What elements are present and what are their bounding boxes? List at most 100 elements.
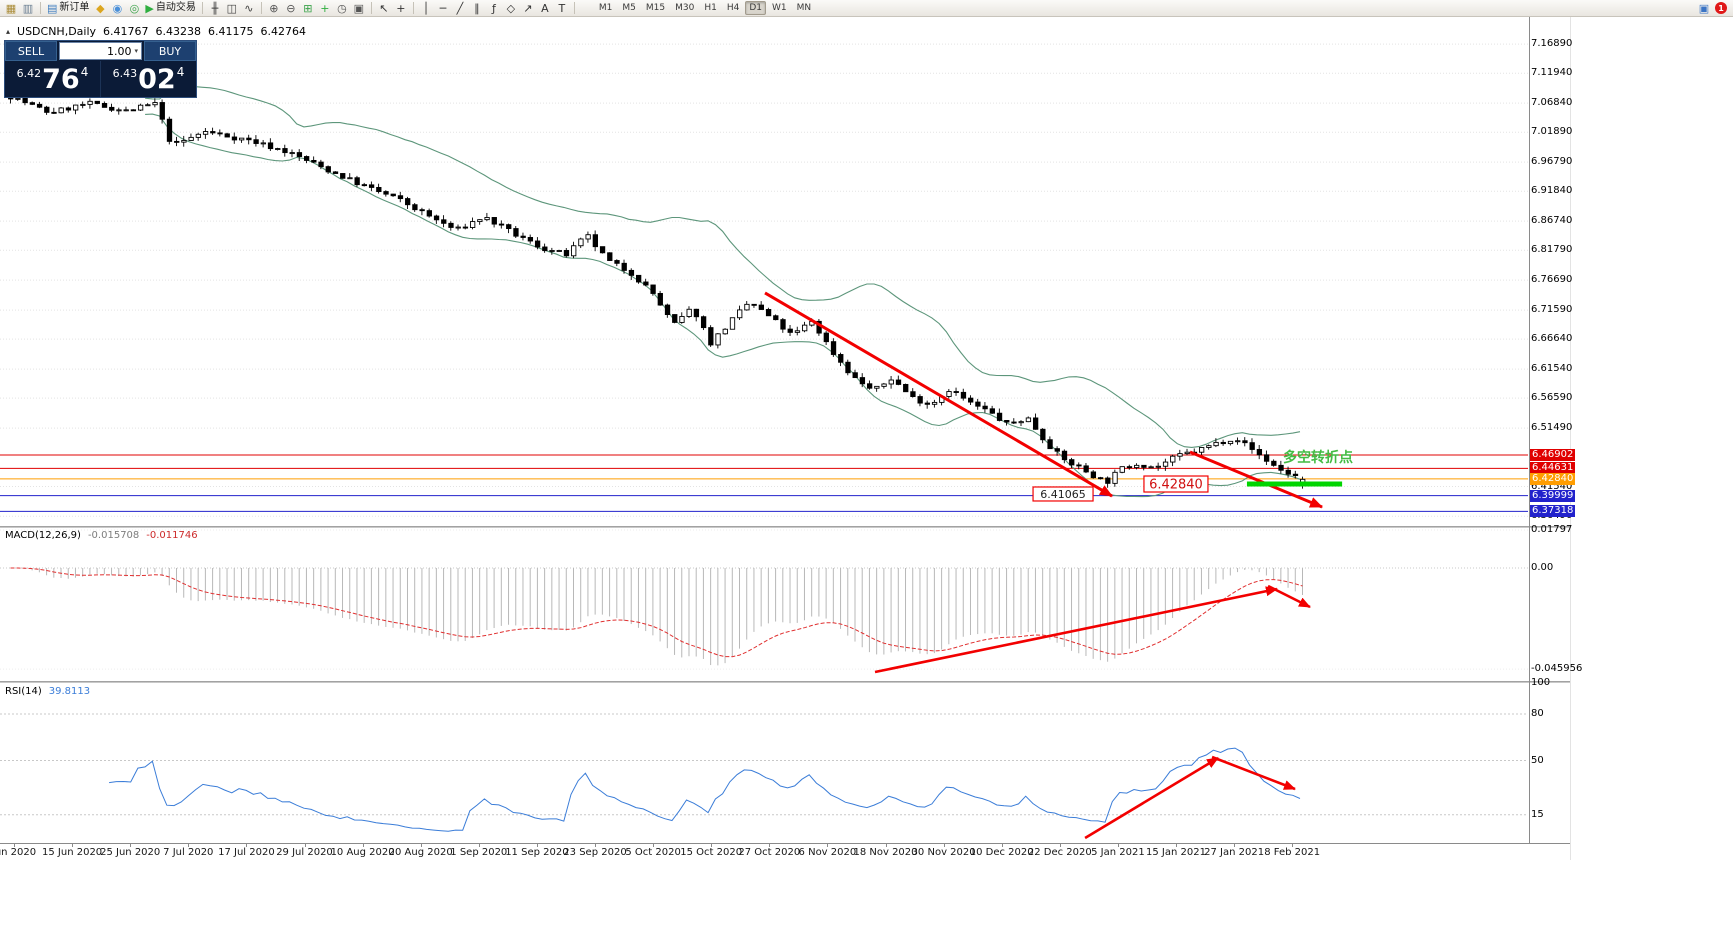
date-axis-label: 30 Nov 2020	[911, 847, 976, 858]
rsi-name: RSI(14)	[5, 686, 42, 697]
timeframe-m15[interactable]: M15	[645, 3, 666, 13]
templates-icon: ▣	[353, 1, 365, 15]
chart-symbol: USDCNH,Daily	[17, 25, 97, 38]
macd-indicator-panel[interactable]	[0, 528, 1530, 681]
open-chart-icon[interactable]: ▦	[3, 1, 19, 16]
channel-icon: ∥	[474, 1, 480, 15]
price-axis[interactable]: 7.16890 7.11940 7.06840 7.01890 6.96790 6.918…	[1530, 0, 1582, 870]
text-icon[interactable]: A	[537, 1, 553, 16]
community-icon[interactable]: ▣	[1696, 1, 1712, 16]
sell-button[interactable]: SELL	[5, 41, 57, 61]
macd-trend-arrow[interactable]	[1267, 584, 1311, 609]
vertical-line-icon: │	[422, 1, 430, 15]
main-price-chart[interactable]: 多空转折点 6.41065 6.42840	[0, 17, 1530, 526]
panel-separator[interactable]	[0, 681, 1570, 683]
autotrading-icon: ▶	[145, 1, 154, 15]
trendline-icon[interactable]: ╱	[452, 1, 468, 16]
metaeditor-icon[interactable]: ◆	[92, 1, 108, 16]
timeframe-h1[interactable]: H1	[704, 3, 717, 13]
date-tick	[595, 843, 596, 847]
fibonacci-icon[interactable]: ƒ	[486, 1, 502, 16]
timeframe-m5[interactable]: M5	[622, 3, 636, 13]
notification-badge[interactable]: 1	[1715, 2, 1727, 14]
date-axis-label: 15 Oct 2020	[680, 847, 743, 858]
shapes-icon[interactable]: ◇	[503, 1, 519, 16]
macd-name: MACD(12,26,9)	[5, 530, 81, 541]
open-chart-icon: ▦	[5, 1, 17, 15]
rsi-trend-arrow[interactable]	[1084, 756, 1219, 840]
date-axis-label: 5 Oct 2020	[625, 847, 681, 858]
indicator-scale-label: 50	[1531, 754, 1544, 766]
new-order-button[interactable]: ▤ 新订单	[45, 1, 91, 16]
periods-icon[interactable]: ◷	[334, 1, 350, 16]
timeframe-toolbar: M1 M5 M15 M30 H1 H4 D1 W1 MN	[595, 1, 815, 15]
price-axis-label: 6.86740	[1531, 215, 1573, 227]
volume-value: 1.00	[106, 44, 132, 58]
zoom-out-icon[interactable]: ⊖	[283, 1, 299, 16]
date-tick	[1292, 843, 1294, 847]
price-axis-border	[1529, 17, 1530, 843]
one-click-toggle-icon[interactable]: ▴	[6, 27, 11, 36]
horizontal-line-icon[interactable]: ─	[435, 1, 451, 16]
arrow-objects-icon[interactable]: ↗	[520, 1, 536, 16]
indicators-icon[interactable]: +	[317, 1, 333, 16]
signals-icon[interactable]: ◎	[126, 1, 142, 16]
cursor-icon[interactable]: ↖	[376, 1, 392, 16]
bar-chart-icon[interactable]: ╫	[207, 1, 223, 16]
volume-caret-icon[interactable]: ▾	[134, 47, 138, 55]
templates-icon[interactable]: ▣	[351, 1, 367, 16]
price-axis-label: 6.81790	[1531, 244, 1573, 256]
line-chart-icon[interactable]: ∿	[241, 1, 257, 16]
timeframe-m1[interactable]: M1	[598, 3, 613, 13]
price-axis-label: 7.16890	[1531, 38, 1573, 50]
macd-trend-arrow[interactable]	[874, 586, 1278, 674]
rsi-line	[109, 747, 1301, 832]
date-tick	[420, 843, 422, 847]
profiles-icon[interactable]: ▥	[20, 1, 36, 16]
toolbar-separator	[573, 2, 575, 14]
trend-arrow[interactable]	[1189, 450, 1323, 509]
ohlc-close: 6.42764	[260, 25, 307, 38]
volume-input[interactable]: 1.00 ▾	[59, 42, 142, 60]
crosshair-icon[interactable]: +	[393, 1, 409, 16]
sell-price-display[interactable]: 6.42 76 4	[5, 61, 101, 97]
macd-signal-line	[10, 567, 1303, 658]
timeframe-w1[interactable]: W1	[771, 3, 787, 13]
rsi-label: RSI(14) 39.8113	[5, 686, 90, 697]
date-axis-label: 15 Jun 2020	[42, 847, 103, 858]
price-callout-box	[1143, 475, 1209, 493]
one-click-controls: SELL 1.00 ▾ BUY	[5, 41, 196, 61]
price-axis-label: 6.66640	[1531, 333, 1573, 345]
buy-button[interactable]: BUY	[144, 41, 196, 61]
price-axis-label: 7.06840	[1531, 97, 1573, 109]
rsi-trend-arrow[interactable]	[1211, 755, 1296, 791]
autotrading-button[interactable]: ▶ 自动交易	[143, 1, 197, 16]
toolbar-separator	[412, 2, 414, 14]
timeframe-h4[interactable]: H4	[726, 3, 740, 13]
channel-icon[interactable]: ∥	[469, 1, 485, 16]
ohlc-high: 6.43238	[155, 25, 202, 38]
zoom-in-icon[interactable]: ⊕	[266, 1, 282, 16]
text-icon: A	[541, 1, 549, 15]
rsi-indicator-panel[interactable]	[0, 683, 1530, 843]
timeframe-m30[interactable]: M30	[675, 3, 695, 13]
community-icon: ▣	[1698, 1, 1710, 15]
date-axis-label: 17 Jul 2020	[218, 847, 275, 858]
buy-price-display[interactable]: 6.43 02 4	[101, 61, 196, 97]
date-axis-label: Jun 2020	[0, 847, 37, 858]
panel-separator[interactable]	[0, 526, 1570, 528]
tile-windows-icon[interactable]: ⊞	[300, 1, 316, 16]
timeframe-mn[interactable]: MN	[796, 3, 812, 13]
date-tick	[885, 843, 887, 847]
indicator-scale-label: -0.045956	[1531, 663, 1583, 675]
zoom-in-icon: ⊕	[269, 1, 279, 15]
date-axis-label: 7 Jul 2020	[163, 847, 214, 858]
trend-arrow[interactable]	[764, 291, 1113, 498]
vertical-line-icon[interactable]: │	[418, 1, 434, 16]
label-icon[interactable]: T	[554, 1, 570, 16]
chart-ohlc-header: ▴ USDCNH,Daily 6.41767 6.43238 6.41175 6…	[6, 25, 306, 38]
timeframe-d1[interactable]: D1	[745, 1, 766, 15]
candlestick-chart-icon[interactable]: ◫	[224, 1, 240, 16]
market-icon[interactable]: ◉	[109, 1, 125, 16]
